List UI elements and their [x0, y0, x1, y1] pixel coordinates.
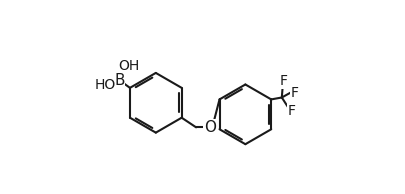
Text: OH: OH: [118, 59, 139, 73]
Text: F: F: [290, 86, 298, 100]
Text: O: O: [203, 120, 215, 135]
Text: B: B: [114, 73, 124, 88]
Text: F: F: [279, 74, 287, 88]
Text: F: F: [287, 104, 295, 118]
Text: HO: HO: [94, 78, 115, 92]
